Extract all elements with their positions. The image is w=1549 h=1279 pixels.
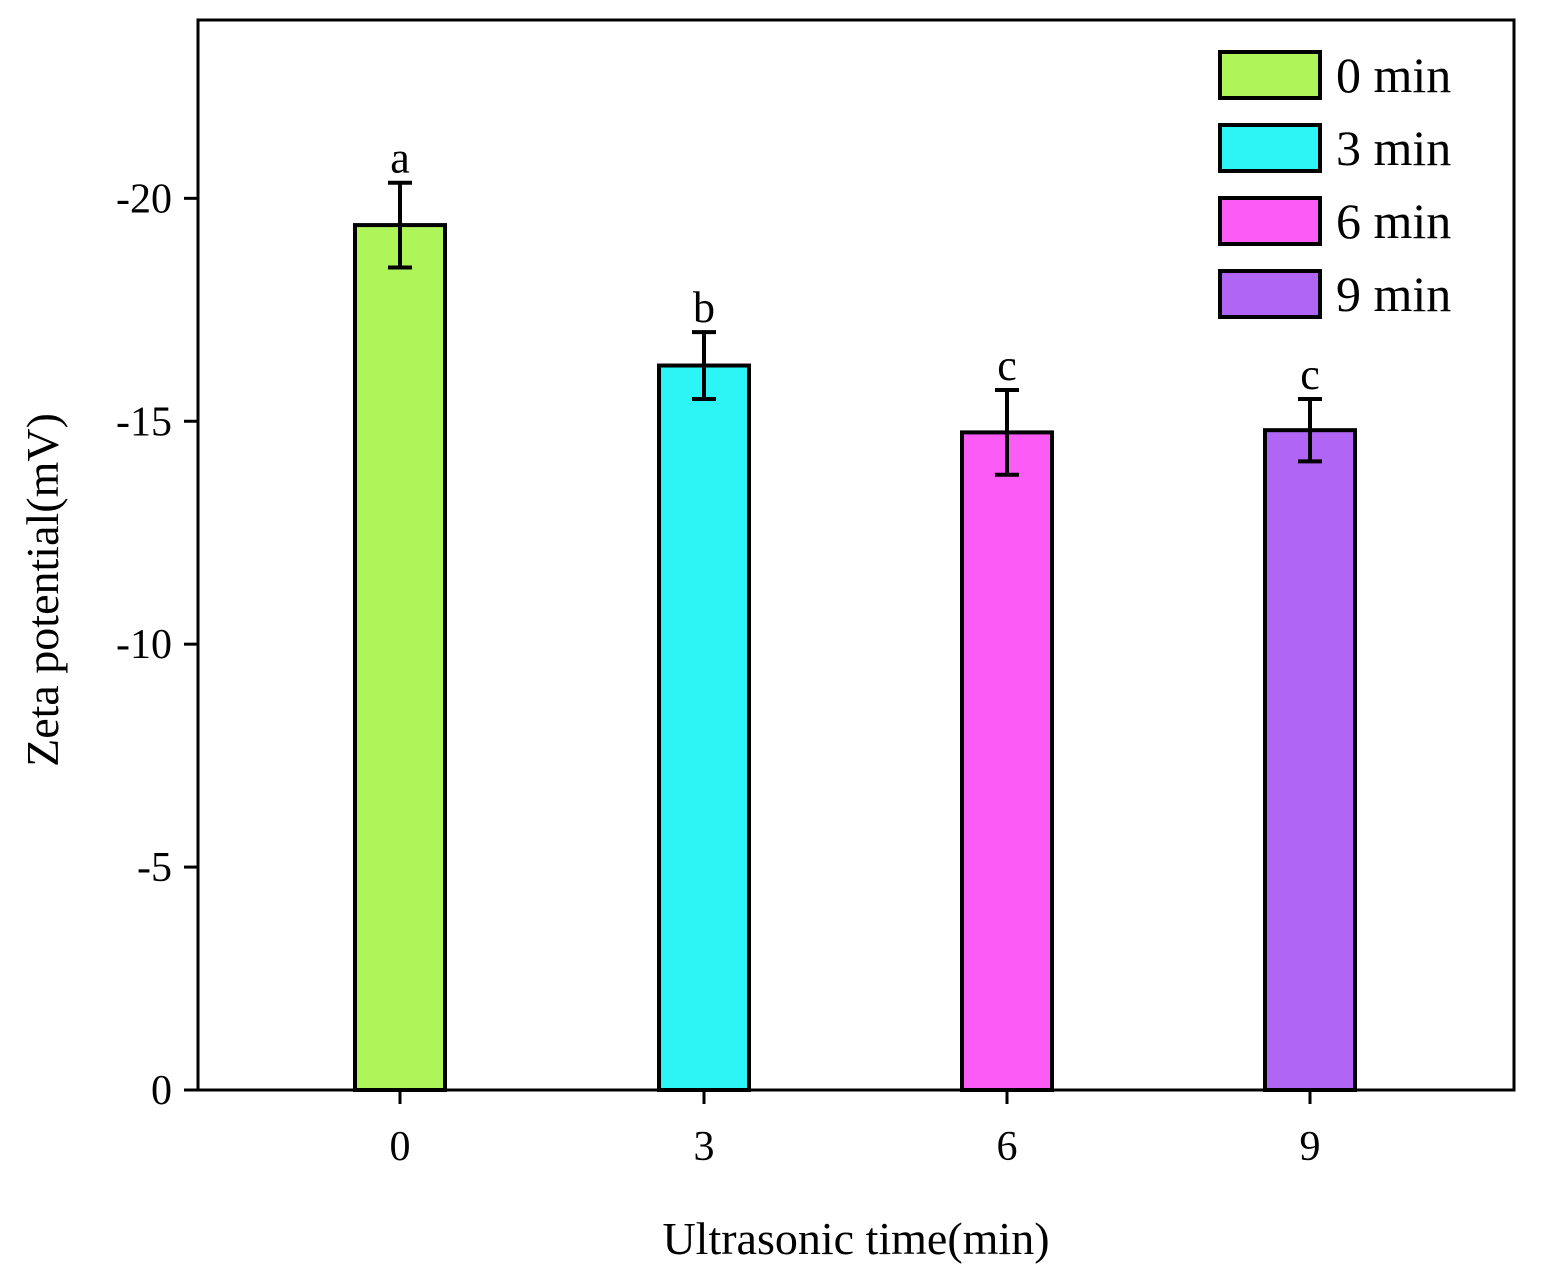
bar-3: [657, 363, 751, 1093]
legend-swatch: [1218, 50, 1322, 100]
x-axis-title: Ultrasonic time(min): [662, 1213, 1049, 1264]
legend-swatch: [1218, 269, 1322, 319]
legend-item: 6 min: [1218, 193, 1451, 249]
y-tick-label: -15: [116, 399, 172, 445]
error-bar-6: [995, 388, 1019, 477]
y-axis: 0 -5 -10 -15 -20: [116, 176, 198, 1114]
significance-letter-6: c: [997, 341, 1017, 390]
x-axis: 0 3 6 9: [390, 1090, 1321, 1170]
bar-6: [960, 430, 1054, 1093]
x-tick-label: 6: [997, 1124, 1018, 1170]
legend-item: 3 min: [1218, 120, 1451, 176]
legend-label: 3 min: [1336, 120, 1451, 176]
error-bar-3: [692, 330, 716, 401]
y-tick-label: 0: [151, 1068, 172, 1114]
significance-letter-3: b: [693, 283, 715, 332]
error-bar-0: [388, 180, 412, 270]
y-tick-label: -5: [137, 845, 172, 891]
x-tick-label: 0: [390, 1124, 411, 1170]
error-bar-9: [1298, 396, 1322, 464]
x-tick-label: 9: [1300, 1124, 1321, 1170]
legend-item: 0 min: [1218, 47, 1451, 103]
error-bars-group: [388, 180, 1322, 477]
bar-9: [1263, 428, 1357, 1092]
bar-0: [353, 223, 447, 1093]
significance-letter-9: c: [1300, 350, 1320, 399]
significance-letters-group: a b c c: [390, 134, 1320, 399]
legend-label: 6 min: [1336, 193, 1451, 249]
legend-swatch: [1218, 123, 1322, 173]
legend-label: 0 min: [1336, 47, 1451, 103]
legend: 0 min 3 min 6 min 9 min: [1218, 47, 1451, 322]
significance-letter-0: a: [390, 134, 410, 183]
legend-swatch: [1218, 196, 1322, 246]
legend-item: 9 min: [1218, 266, 1451, 322]
y-tick-label: -20: [116, 176, 172, 222]
x-tick-label: 3: [694, 1124, 715, 1170]
legend-label: 9 min: [1336, 266, 1451, 322]
y-axis-title: Zeta potential(mV): [17, 413, 68, 767]
y-tick-label: -10: [116, 622, 172, 668]
